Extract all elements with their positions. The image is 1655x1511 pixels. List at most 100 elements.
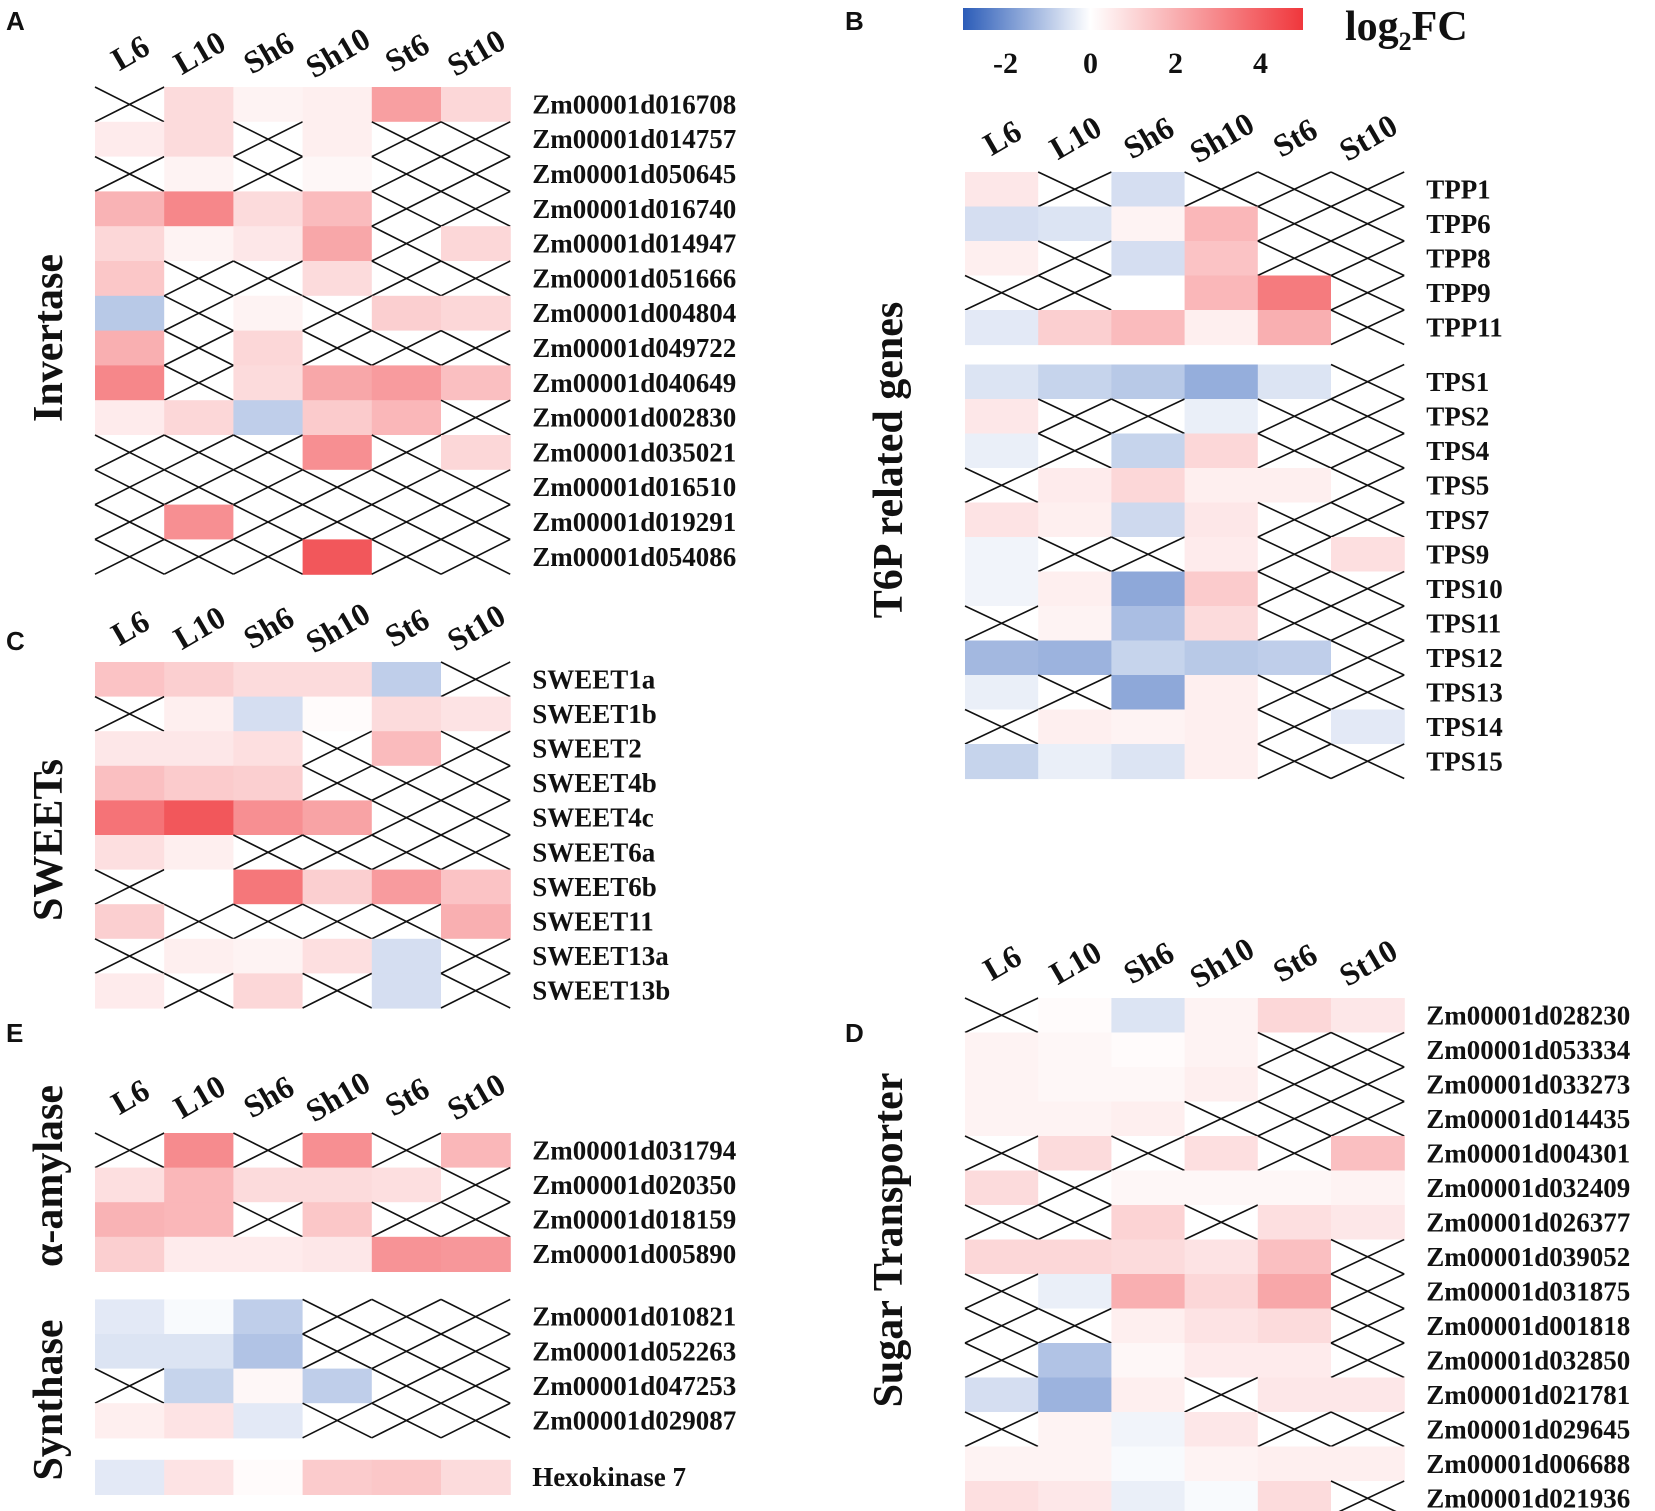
- heatmap-cell: [441, 296, 511, 331]
- heatmap-cell: [303, 1460, 373, 1495]
- heatmap-cell: [164, 800, 234, 835]
- heatmap-cell-missing: [1331, 241, 1404, 276]
- heatmap-cell: [1258, 1205, 1332, 1240]
- heatmap-cell: [95, 1334, 165, 1369]
- heatmap-cell: [1185, 1447, 1259, 1482]
- heatmap-cell: [965, 641, 1039, 676]
- column-label: Sh10: [299, 1064, 376, 1129]
- heatmap-cell-missing: [1331, 1274, 1404, 1309]
- heatmap-cell: [164, 1168, 234, 1203]
- row-label: SWEET13a: [532, 941, 669, 971]
- heatmap-cell-missing: [965, 1205, 1038, 1240]
- heatmap-cell: [965, 1102, 1039, 1137]
- heatmap-cell: [303, 87, 373, 122]
- row-label: TPS5: [1426, 470, 1489, 500]
- heatmap-cell: [1185, 1240, 1259, 1275]
- heatmap-cell: [303, 1202, 373, 1237]
- heatmap-cell-missing: [1258, 241, 1331, 276]
- panel-c-title: SWEETs: [26, 759, 72, 921]
- heatmap-cell: [372, 973, 442, 1008]
- heatmap-cell: [233, 973, 303, 1008]
- heatmap-cell: [1038, 1274, 1112, 1309]
- heatmap-cell: [1331, 1171, 1405, 1206]
- heatmap-cell: [1258, 276, 1332, 311]
- heatmap-cell: [1111, 310, 1185, 345]
- heatmap-cell-missing: [1258, 1067, 1331, 1102]
- heatmap-cell: [1185, 434, 1259, 469]
- heatmap-cell: [233, 870, 303, 905]
- panel-letter-c: C: [6, 626, 25, 656]
- heatmap-cell: [1185, 641, 1259, 676]
- heatmap-cell: [303, 1237, 373, 1272]
- panel-d-sugar-transporter: Sugar Transporter L6 L10 Sh6 Sh10 St6 St10 Zm0…: [866, 930, 1630, 1511]
- column-label: L10: [167, 1068, 231, 1126]
- heatmap-cell: [1331, 537, 1405, 572]
- heatmap-cell-missing: [1331, 468, 1404, 503]
- heatmap-cell: [1185, 399, 1259, 434]
- row-label: SWEET2: [532, 734, 642, 764]
- heatmap-cell-missing: [1331, 1481, 1404, 1511]
- heatmap-cell: [1111, 1309, 1185, 1344]
- heatmap-cell: [233, 1299, 303, 1334]
- heatmap-cell-missing: [233, 904, 302, 939]
- panel-b-title: T6P related genes: [866, 302, 912, 619]
- row-label: Zm00001d019291: [532, 507, 736, 537]
- heatmap-cell-missing: [1331, 434, 1404, 469]
- heatmap-cell-missing: [95, 697, 164, 732]
- heatmap-cell: [233, 191, 303, 226]
- heatmap-cell-missing: [372, 539, 441, 574]
- heatmap-cell: [1185, 1033, 1259, 1068]
- row-label: Zm00001d040649: [532, 368, 736, 398]
- heatmap-cell: [303, 157, 373, 192]
- colorbar: [963, 8, 1303, 30]
- heatmap-cell: [372, 400, 442, 435]
- column-label: St6: [379, 1070, 435, 1123]
- column-label: L6: [105, 603, 155, 653]
- heatmap-cell-missing: [1258, 675, 1331, 710]
- heatmap-cell-missing: [1331, 310, 1404, 345]
- heatmap-cell: [1038, 1102, 1112, 1137]
- heatmap-cell: [965, 503, 1039, 538]
- heatmap-cell: [965, 399, 1039, 434]
- heatmap-cell-missing: [1331, 1033, 1404, 1068]
- heatmap-cell: [233, 365, 303, 400]
- heatmap-cell-missing: [1331, 503, 1404, 538]
- column-label: Sh6: [1117, 934, 1180, 991]
- heatmap-cell: [1111, 1412, 1185, 1447]
- heatmap-cell: [441, 697, 511, 732]
- heatmap-cell: [164, 1237, 234, 1272]
- heatmap-cell-missing: [372, 435, 441, 470]
- heatmap-cell: [441, 87, 511, 122]
- heatmap-cell: [1185, 1067, 1259, 1102]
- heatmap-cell-missing: [1038, 1205, 1111, 1240]
- row-label: Zm00001d032850: [1426, 1345, 1630, 1375]
- heatmap-cell: [1258, 1171, 1332, 1206]
- heatmap-cell-missing: [441, 157, 510, 192]
- heatmap-cell: [1331, 1447, 1405, 1482]
- heatmap-cell: [441, 435, 511, 470]
- heatmap-cell: [95, 261, 165, 296]
- heatmap-cell: [233, 1460, 303, 1495]
- heatmap-cell: [1111, 572, 1185, 607]
- heatmap-cell: [164, 226, 234, 261]
- heatmap-cell-missing: [303, 505, 372, 540]
- column-label: Sh10: [299, 20, 376, 85]
- row-label: TPP6: [1426, 209, 1491, 239]
- heatmap-cell: [1258, 998, 1332, 1033]
- panel-a-title: Invertase: [26, 254, 72, 422]
- heatmap-cell: [1038, 1067, 1112, 1102]
- row-label: Zm00001d016708: [532, 89, 736, 119]
- heatmap-cell: [965, 434, 1039, 469]
- heatmap-cell-missing: [441, 470, 510, 505]
- row-label: TPS15: [1426, 746, 1503, 776]
- heatmap-cell-missing: [1185, 172, 1258, 207]
- legend-ticks: -2 0 2 4: [993, 47, 1268, 80]
- heatmap-cell: [1111, 365, 1185, 400]
- heatmap-cell: [1038, 1378, 1112, 1413]
- heatmap-cell: [965, 1171, 1039, 1206]
- row-label: Zm00001d031794: [532, 1135, 736, 1165]
- heatmap-cell: [965, 310, 1039, 345]
- heatmap-cell: [441, 1133, 511, 1168]
- heatmap-cell: [1111, 606, 1185, 641]
- heatmap-cell-missing: [303, 731, 372, 766]
